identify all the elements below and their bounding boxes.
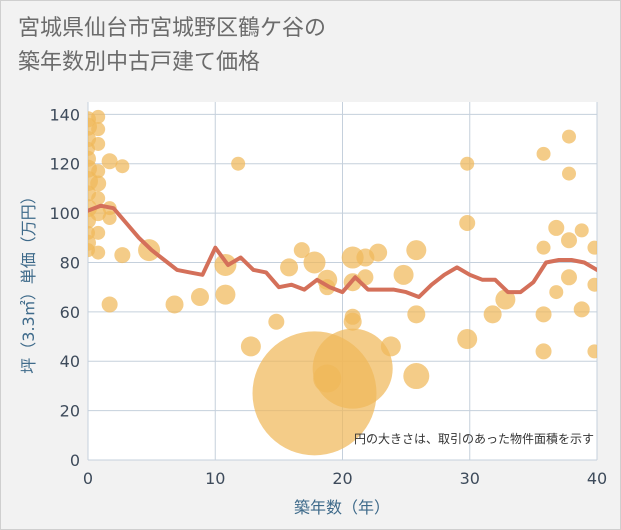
bubble-point [341, 246, 364, 269]
bubble-point [268, 313, 285, 330]
bubble-point [215, 284, 236, 305]
y-axis-title: 坪（3.3㎡）単価（万円） [19, 188, 38, 373]
bubble-point [536, 240, 551, 255]
bubbles [88, 109, 597, 456]
bubble-point [102, 211, 117, 226]
bubble-point [91, 225, 106, 240]
bubble-point [91, 245, 106, 260]
bubble-point [561, 269, 578, 286]
bubble-point [587, 277, 597, 292]
bubble-point [495, 289, 516, 310]
y-tick-label: 60 [60, 303, 80, 322]
bubble-point [231, 156, 246, 171]
bubble-point [312, 328, 393, 409]
bubble-point [536, 146, 551, 161]
bubble-point [303, 251, 326, 274]
bubble-point [562, 129, 577, 144]
bubble-point [344, 308, 361, 325]
tick-labels: 0 20 40 60 80 100 120 140 0 10 20 30 40 [49, 105, 607, 488]
y-tick-label: 0 [70, 451, 80, 470]
y-tick-label: 100 [49, 204, 80, 223]
bubble-point [91, 109, 106, 124]
x-tick-label: 0 [83, 469, 93, 488]
bubble-point [380, 336, 401, 357]
y-tick-label: 80 [60, 253, 80, 272]
bubble-point [101, 296, 118, 313]
x-tick-label: 10 [205, 469, 225, 488]
bubble-point [91, 122, 106, 137]
bubble-point [407, 305, 426, 324]
bubble-point [406, 240, 427, 261]
bubble-point [293, 242, 310, 259]
bubble-point [165, 295, 184, 314]
bubble-point [280, 258, 299, 277]
trend-line [88, 203, 597, 299]
bubble-point [549, 285, 564, 300]
bubble-point [403, 363, 430, 390]
chart-title-line1: 宮城県仙台市宮城野区鶴ケ谷の [18, 16, 327, 41]
bubble-point [190, 288, 209, 307]
chart-title-line2: 築年数別中古戸建て価格 [18, 50, 261, 75]
y-tick-label: 20 [60, 402, 80, 421]
x-axis-title: 築年数（年） [294, 498, 390, 517]
bubble-point [561, 232, 578, 249]
chart-title: 宮城県仙台市宮城野区鶴ケ谷の 築年数別中古戸建て価格 [18, 12, 326, 80]
bubble-point [393, 264, 414, 285]
bubble-point [574, 223, 589, 238]
bubble-point [587, 344, 597, 359]
bubble-point [548, 219, 565, 236]
bubble-point [573, 301, 590, 318]
y-tick-label: 140 [49, 105, 80, 124]
bubble-point [114, 247, 131, 264]
bubble-point [562, 166, 577, 181]
bubble-point [91, 164, 106, 179]
bubble-point [115, 159, 130, 174]
x-tick-label: 30 [460, 469, 480, 488]
x-tick-label: 20 [332, 469, 352, 488]
bubble-point [460, 156, 475, 171]
bubble-point [91, 136, 106, 151]
bubble-point [459, 214, 476, 231]
bubble-point [90, 175, 107, 192]
bubble-point [369, 243, 388, 262]
bubble-point [91, 191, 106, 206]
y-tick-label: 120 [49, 155, 80, 174]
y-tick-label: 40 [60, 352, 80, 371]
x-tick-label: 40 [587, 469, 607, 488]
trend [88, 203, 597, 299]
bubble-point [457, 329, 478, 350]
bubble-point [535, 343, 552, 360]
bubble-point [587, 240, 597, 255]
bubble-point [214, 253, 237, 276]
bubble-point [483, 305, 502, 324]
bubble-point [535, 306, 552, 323]
bubble-point [101, 153, 118, 170]
bubble-point [240, 336, 261, 357]
size-note: 円の大きさは、取引のあった物件面積を示す [354, 431, 594, 446]
